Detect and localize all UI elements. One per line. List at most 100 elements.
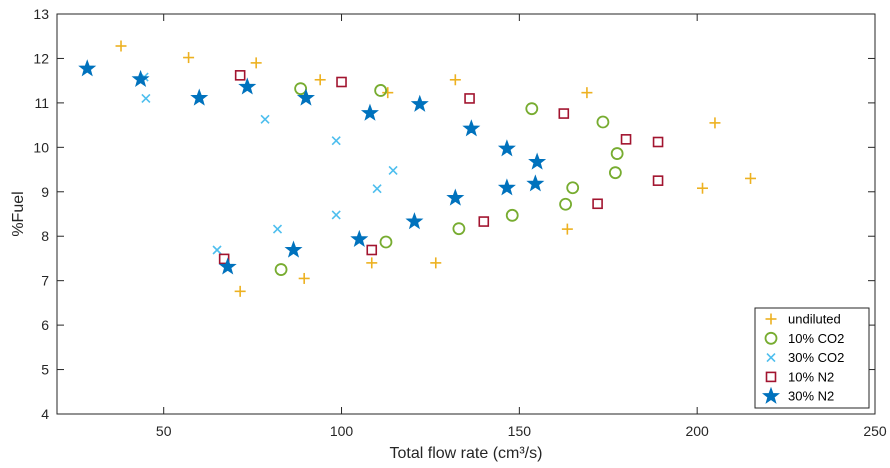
data-point — [697, 182, 709, 194]
data-point — [620, 134, 632, 145]
data-point — [360, 103, 379, 121]
legend-marker — [765, 313, 777, 325]
y-tick-label: 11 — [34, 95, 49, 111]
legend-marker — [765, 371, 777, 383]
data-point — [238, 77, 257, 95]
data-point — [234, 285, 246, 297]
y-tick-label: 10 — [33, 139, 49, 155]
data-point — [449, 74, 461, 86]
axis-ticks: 50 100 150 200 250 4 5 6 7 8 9 10 11 12 13 — [33, 6, 886, 439]
data-point — [596, 115, 610, 129]
series-3 — [218, 70, 664, 265]
data-point — [464, 93, 475, 104]
y-tick-label: 13 — [33, 6, 49, 22]
x-tick-label: 50 — [156, 423, 172, 439]
data-point — [581, 87, 593, 99]
data-point — [350, 229, 369, 247]
y-tick-label: 12 — [33, 50, 49, 66]
legend-entry: 30% CO2 — [788, 350, 844, 365]
data-point — [709, 117, 721, 129]
x-tick-label: 150 — [508, 423, 532, 439]
data-point — [405, 212, 424, 230]
data-point — [446, 188, 465, 206]
data-point — [218, 253, 230, 265]
data-point — [331, 210, 341, 220]
data-point — [452, 222, 466, 236]
data-point — [296, 88, 315, 106]
data-point — [558, 108, 570, 119]
data-point — [372, 184, 382, 194]
legend-marker — [764, 331, 778, 345]
data-point — [336, 76, 347, 88]
series-4 — [78, 59, 547, 275]
data-point — [525, 102, 539, 116]
legend: undiluted 10% CO2 30% CO2 10% N2 30% N2 — [754, 307, 870, 409]
data-point — [430, 257, 442, 269]
data-point — [610, 147, 624, 160]
x-tick-label: 250 — [863, 423, 887, 439]
data-point — [528, 152, 547, 170]
data-point — [234, 70, 246, 81]
data-point — [274, 263, 288, 276]
y-tick-label: 7 — [41, 273, 49, 289]
data-point — [298, 272, 310, 284]
data-point — [505, 208, 519, 222]
x-axis-label: Total flow rate (cm³/s) — [390, 445, 543, 462]
plot-area — [57, 14, 875, 414]
x-tick-label: 200 — [685, 423, 709, 439]
data-point — [745, 172, 757, 184]
data-point — [250, 57, 262, 69]
legend-marker — [766, 353, 776, 363]
data-point — [294, 82, 308, 96]
x-tick-label: 100 — [330, 423, 354, 439]
data-point — [566, 181, 580, 195]
data-point — [272, 224, 283, 234]
legend-entry: undiluted — [788, 312, 841, 327]
data-point — [314, 74, 326, 86]
data-point — [497, 178, 516, 196]
data-point — [374, 84, 388, 97]
data-point — [652, 136, 664, 148]
data-point — [131, 69, 150, 87]
data-point — [592, 198, 603, 210]
data-point — [212, 245, 222, 255]
y-axis-label: %Fuel — [10, 191, 27, 236]
series-0 — [115, 40, 757, 297]
data-point — [388, 165, 398, 176]
data-point — [559, 197, 572, 211]
data-point — [366, 257, 378, 269]
data-point — [462, 119, 481, 137]
y-tick-label: 9 — [41, 184, 49, 200]
data-points — [78, 40, 757, 297]
data-point — [526, 174, 545, 192]
data-point — [410, 94, 429, 112]
y-tick-label: 5 — [41, 362, 49, 378]
data-point — [183, 52, 195, 64]
data-point — [497, 139, 516, 157]
data-point — [190, 88, 209, 106]
y-tick-label: 6 — [41, 317, 49, 333]
data-point — [652, 175, 664, 186]
data-point — [284, 240, 303, 258]
data-point — [141, 93, 151, 104]
data-point — [379, 235, 393, 249]
data-point — [331, 136, 341, 146]
legend-entry: 10% CO2 — [788, 331, 844, 346]
data-point — [78, 59, 97, 77]
data-point — [260, 114, 270, 124]
legend-entry: 10% N2 — [788, 369, 834, 384]
data-point — [608, 166, 622, 180]
data-point — [382, 87, 394, 99]
y-tick-label: 8 — [41, 228, 49, 244]
series-1 — [274, 82, 624, 276]
plot-frame — [56, 13, 876, 415]
legend-marker — [761, 386, 781, 404]
data-point — [366, 244, 378, 256]
data-point — [561, 223, 573, 235]
legend-box — [754, 307, 870, 409]
data-point — [218, 257, 237, 275]
data-point — [115, 40, 127, 52]
legend-entry: 30% N2 — [788, 389, 834, 404]
y-tick-label: 4 — [41, 406, 49, 422]
